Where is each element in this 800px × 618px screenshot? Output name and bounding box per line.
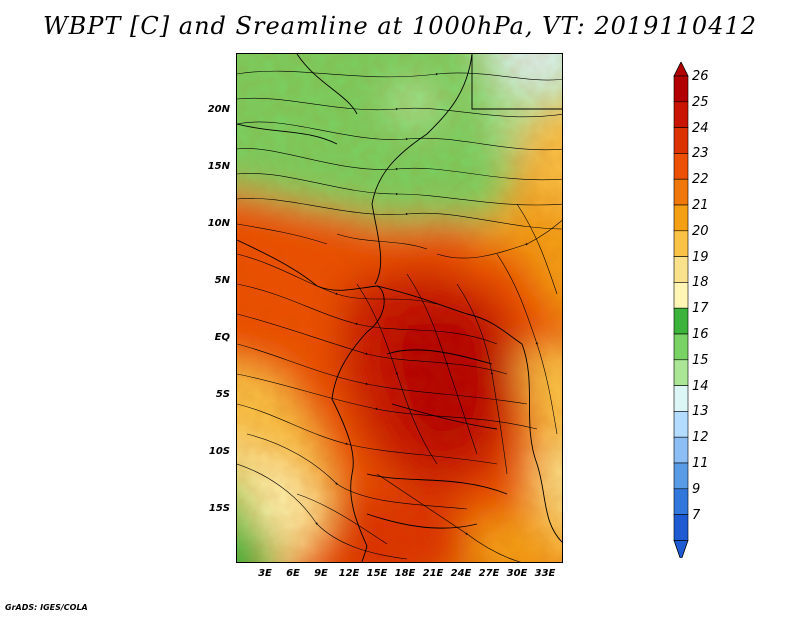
streamline: [237, 223, 328, 245]
streamline: [237, 283, 498, 345]
colorbar-label: 25: [692, 94, 709, 110]
lon-label-18e: 18E: [394, 568, 416, 579]
colorbar-label: 12: [692, 430, 709, 446]
colorbar: [673, 62, 689, 558]
colorbar-swatch: [673, 282, 689, 309]
colorbar-label: 21: [692, 198, 709, 213]
colorbar-label: 13: [692, 404, 709, 420]
streamline: [356, 283, 438, 465]
colorbar-label: 17: [692, 301, 709, 317]
streamline: [237, 463, 408, 560]
colorbar-label: 24: [692, 120, 709, 136]
colorbar-label: 19: [692, 249, 709, 265]
colorbar-swatch: [673, 488, 689, 515]
colorbar-swatch: [673, 101, 689, 128]
lon-label-6e: 6E: [286, 568, 300, 579]
colorbar-swatch: [673, 385, 689, 412]
streamline: [237, 97, 562, 118]
lat-label-5s: 5S: [215, 389, 230, 400]
colorbar-label: 23: [692, 146, 709, 162]
lon-label-30e: 30E: [506, 568, 528, 579]
colorbar-swatch: [673, 462, 689, 490]
colorbar-swatch: [673, 75, 689, 103]
colorbar-swatch: [673, 307, 689, 335]
streamlines: [237, 70, 562, 562]
lat-label-15s: 15S: [208, 503, 230, 514]
streamline: [237, 148, 562, 181]
streamline: [406, 273, 478, 455]
streamline: [436, 220, 562, 259]
lat-label-15n: 15N: [207, 161, 230, 172]
lon-label-21e: 21E: [422, 568, 444, 579]
wbpt-streamline-map: [237, 54, 562, 562]
streamline: [336, 233, 428, 250]
map-panel: [236, 53, 563, 563]
colorbar-swatch: [673, 256, 689, 283]
colorbar-label: 22: [692, 172, 709, 188]
lon-label-15e: 15E: [366, 568, 388, 579]
colorbar-label: 11: [692, 456, 709, 471]
streamline: [237, 173, 562, 206]
streamline: [237, 253, 438, 305]
colorbar-swatch: [673, 411, 689, 438]
lat-label-20n: 20N: [207, 104, 230, 115]
streamline: [237, 403, 498, 465]
streamline: [496, 253, 558, 435]
colorbar-label: 26: [692, 69, 709, 84]
lon-label-27e: 27E: [478, 568, 500, 579]
colorbar-label: 14: [692, 378, 709, 394]
streamline: [237, 121, 562, 151]
lon-label-12e: 12E: [338, 568, 360, 579]
colorbar-swatch: [673, 127, 689, 154]
lon-label-24e: 24E: [450, 568, 472, 579]
streamline: [237, 343, 528, 405]
streamline: [296, 493, 388, 545]
lat-label-10n: 10N: [207, 218, 230, 229]
country-borders: [237, 54, 562, 562]
grads-credit: GrADS: IGES/COLA: [5, 603, 88, 612]
lon-label-3e: 3E: [258, 568, 272, 579]
colorbar-label: 16: [692, 327, 709, 342]
colorbar-label: 9: [692, 481, 701, 497]
colorbar-swatch: [673, 153, 689, 180]
streamline: [376, 473, 521, 562]
map-title: WBPT [C] and Sreamline at 1000hPa, VT: 2…: [42, 12, 758, 40]
colorbar-bottom-arrow: [673, 539, 689, 558]
colorbar-label: 15: [692, 352, 709, 368]
streamline: [516, 203, 558, 295]
texture-layer: [237, 54, 562, 562]
colorbar-label: 18: [692, 275, 709, 291]
streamline: [237, 198, 562, 230]
colorbar-swatch: [673, 204, 689, 232]
colorbar-swatch: [673, 333, 689, 361]
lon-label-33e: 33E: [534, 568, 556, 579]
colorbar-swatch: [673, 230, 689, 257]
lat-label-eq: EQ: [214, 332, 230, 343]
colorbar-label: 20: [692, 223, 709, 239]
lat-label-5n: 5N: [214, 275, 230, 286]
streamline: [237, 373, 538, 430]
colorbar-swatch: [673, 359, 689, 386]
streamline: [456, 283, 508, 475]
lat-label-10s: 10S: [208, 446, 230, 457]
colorbar-label: 7: [692, 507, 701, 523]
colorbar-swatch: [673, 178, 689, 206]
colorbar-top-arrow: [673, 62, 689, 77]
streamline: [237, 70, 562, 81]
streamline: [237, 313, 508, 375]
colorbar-swatch: [673, 436, 689, 464]
colorbar-swatch: [673, 514, 689, 541]
lon-label-9e: 9E: [314, 568, 328, 579]
